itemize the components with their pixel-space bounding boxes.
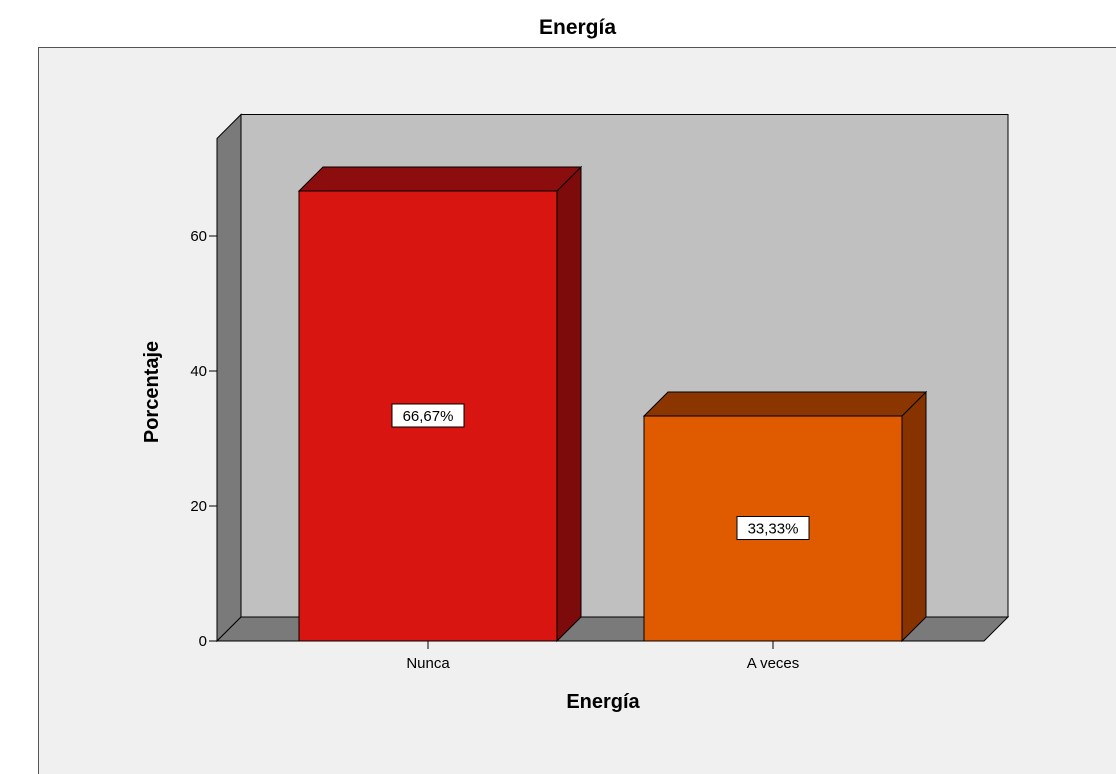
- data-label-text: 66,67%: [403, 408, 454, 425]
- x-axis-categories: Nunca A veces: [406, 641, 799, 672]
- x-axis-title: Energía: [566, 691, 640, 713]
- y-axis-title: Porcentaje: [141, 341, 163, 443]
- data-label-text: 33,33%: [748, 521, 799, 538]
- bar-top: [642, 391, 928, 417]
- data-label: 33,33%: [736, 516, 810, 541]
- bar-side: [556, 165, 582, 643]
- x-category-label: Nunca: [406, 655, 450, 672]
- data-label-box: [736, 516, 810, 541]
- chart-title: Energía: [538, 16, 617, 39]
- bars: [297, 165, 928, 643]
- bar-data-labels: 66,67% 33,33%: [391, 403, 810, 541]
- x-category-label: A veces: [747, 655, 800, 672]
- y-tick-label: 20: [190, 498, 207, 515]
- side-wall: [216, 113, 242, 643]
- bar-side: [901, 390, 927, 643]
- data-label: 66,67%: [391, 403, 465, 428]
- y-tick-label: 40: [190, 363, 207, 380]
- y-tick-label: 0: [199, 633, 207, 650]
- y-axis: 0 20 40 60: [190, 138, 218, 650]
- bar-top: [297, 166, 583, 192]
- y-tick-label: 60: [190, 228, 207, 245]
- data-label-box: [391, 403, 465, 428]
